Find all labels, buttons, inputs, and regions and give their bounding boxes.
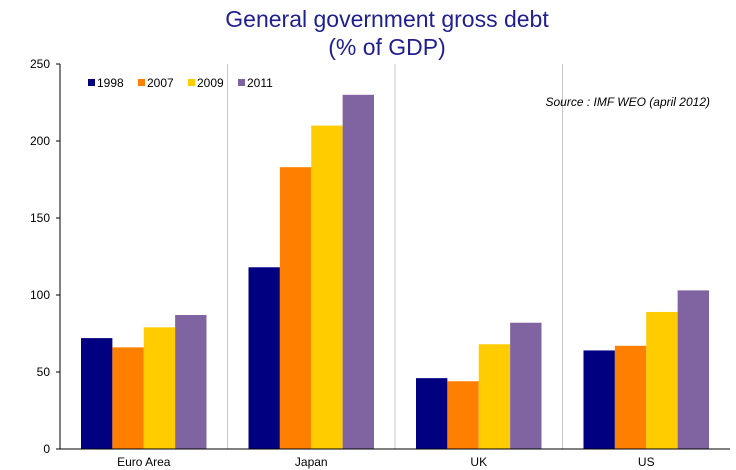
y-tick-label: 100	[30, 288, 50, 302]
bar-uk-1998	[416, 378, 448, 449]
category-label: US	[638, 455, 655, 469]
bar-us-2007	[614, 345, 647, 449]
bar-euro-area-2011	[175, 315, 207, 449]
legend-label-2011: 2011	[247, 76, 273, 90]
y-tick-label: 50	[37, 365, 51, 379]
bar-euro-area-1998	[81, 338, 113, 449]
bars	[81, 94, 709, 450]
bar-uk-2011	[510, 322, 542, 449]
legend-label-2009: 2009	[197, 76, 224, 90]
legend-swatch-2011	[238, 79, 245, 86]
bar-japan-2007	[279, 167, 312, 449]
y-tick-label: 150	[30, 211, 50, 225]
chart-title-line-2: (% of GDP)	[328, 34, 446, 60]
bar-euro-area-2007	[112, 347, 144, 449]
bar-japan-2009	[311, 125, 343, 449]
y-tick-label: 0	[43, 442, 50, 456]
legend-label-1998: 1998	[97, 76, 124, 90]
y-tick-label: 200	[30, 134, 50, 148]
bar-us-2011	[677, 290, 709, 449]
chart-title-line-1: General government gross debt	[225, 6, 549, 32]
axes	[56, 63, 730, 450]
bar-us-2009	[646, 311, 678, 449]
bar-euro-area-2009	[143, 327, 176, 449]
category-labels: Euro Area Japan UK US	[117, 455, 655, 469]
bar-uk-2009	[478, 344, 511, 449]
bar-uk-2007	[447, 381, 479, 449]
category-label: Japan	[295, 455, 328, 469]
bar-japan-2011	[342, 94, 374, 450]
legend: 1998 2007 2009 2011	[88, 76, 273, 90]
bar-us-1998	[583, 350, 615, 449]
legend-swatch-1998	[88, 79, 95, 86]
legend-swatch-2009	[188, 79, 195, 86]
category-label: Euro Area	[117, 455, 171, 469]
legend-label-2007: 2007	[147, 76, 174, 90]
y-tick-label: 250	[30, 57, 50, 71]
y-tick-labels: 0 50 100 150 200 250	[30, 57, 50, 456]
category-label: UK	[470, 455, 487, 469]
category-separators	[227, 64, 563, 449]
legend-swatch-2007	[138, 79, 145, 86]
source-annotation: Source : IMF WEO (april 2012)	[546, 95, 711, 109]
bar-japan-1998	[248, 267, 280, 449]
